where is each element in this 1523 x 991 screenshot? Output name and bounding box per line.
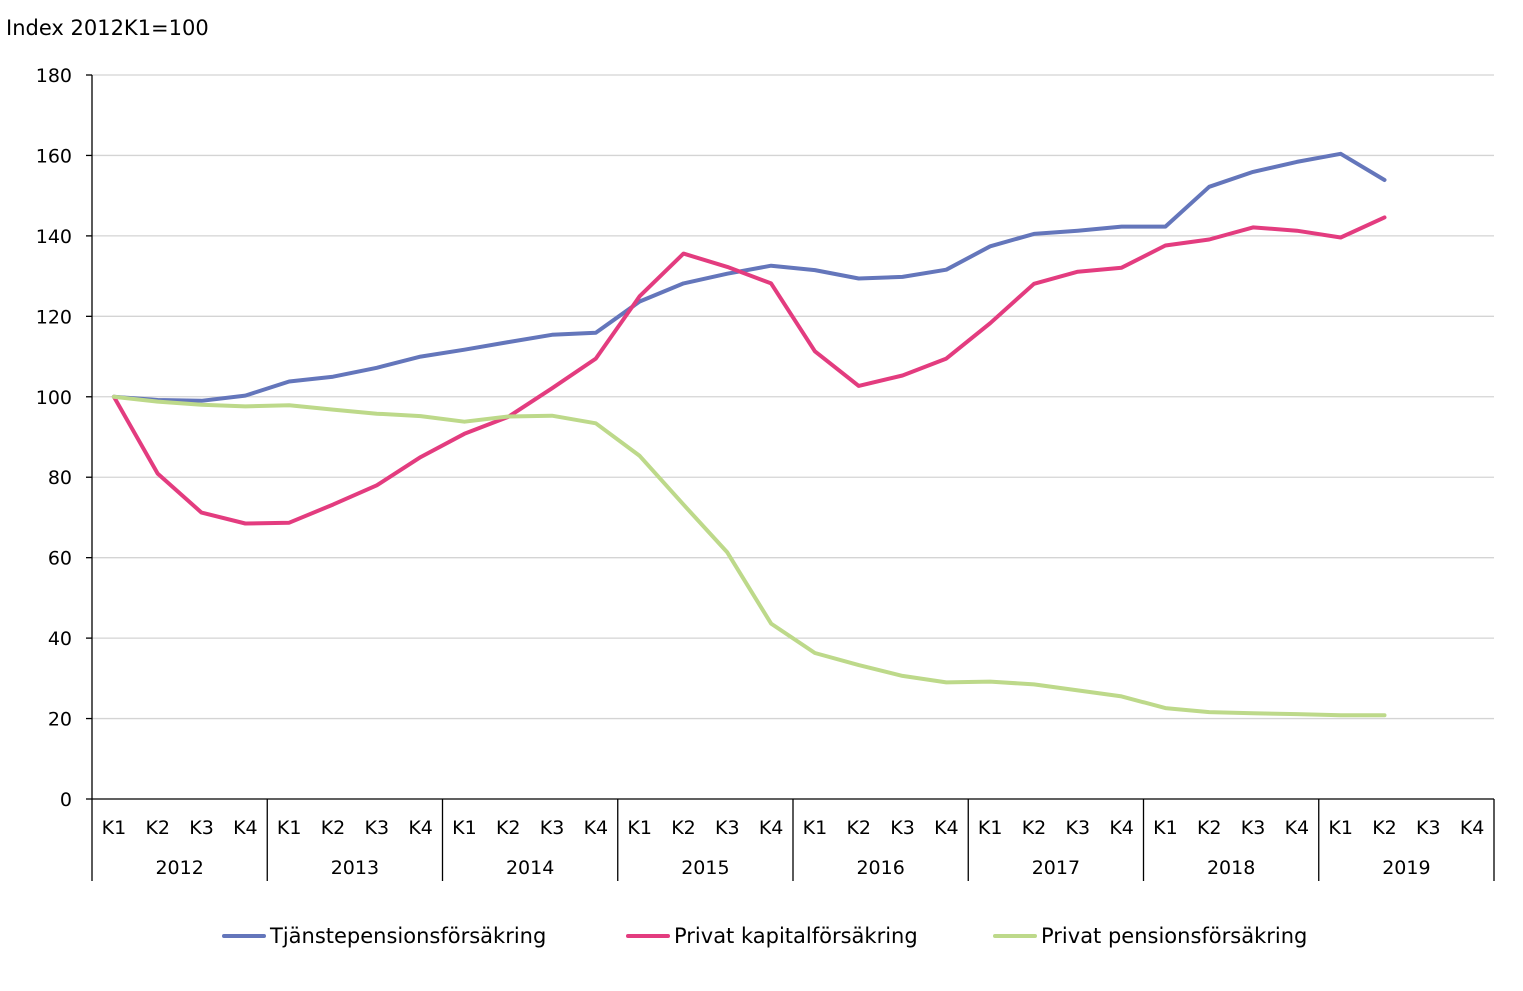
series-line	[111, 215, 1387, 526]
x-tick-label: K1	[978, 817, 1003, 839]
x-tick-label: K2	[1372, 817, 1397, 839]
legend-label: Tjänstepensionsförsäkring	[270, 924, 547, 948]
x-year-label: 2014	[506, 857, 554, 879]
legend-label: Privat pensionsförsäkring	[1041, 924, 1308, 948]
x-tick-label: K2	[1022, 817, 1047, 839]
x-tick-label: K1	[803, 817, 828, 839]
y-axis-ticks: 0 20 40 60 80 100 120 140 160 180	[36, 65, 93, 811]
x-tick-label: K1	[627, 817, 652, 839]
x-tick-label: K1	[102, 817, 127, 839]
legend: Tjänstepensionsförsäkring Privat kapital…	[0, 924, 1523, 958]
x-tick-label: K4	[408, 817, 433, 839]
x-tick-label: K4	[759, 817, 784, 839]
y-tick-label: 80	[48, 467, 72, 489]
y-tick-label: 140	[36, 226, 72, 248]
y-tick-label: 100	[36, 387, 72, 409]
x-year-label: 2016	[856, 857, 904, 879]
x-tick-label: K1	[1153, 817, 1178, 839]
x-tick-label: K3	[1066, 817, 1091, 839]
legend-item-tjanstepension: Tjänstepensionsförsäkring	[222, 924, 546, 948]
y-tick-label: 0	[60, 789, 72, 811]
x-tick-label: K2	[1197, 817, 1222, 839]
x-tick-label: K2	[496, 817, 521, 839]
x-tick-label: K4	[1285, 817, 1310, 839]
x-tick-label: K3	[890, 817, 915, 839]
legend-swatch	[993, 934, 1037, 938]
x-tick-label: K4	[934, 817, 959, 839]
x-year-label: 2018	[1207, 857, 1255, 879]
x-tick-label: K3	[365, 817, 390, 839]
x-tick-label: K3	[540, 817, 565, 839]
x-tick-label: K3	[715, 817, 740, 839]
x-tick-label: K2	[321, 817, 346, 839]
x-year-label: 2015	[681, 857, 729, 879]
x-year-label: 2012	[155, 857, 203, 879]
series-line	[111, 394, 1387, 718]
y-tick-label: 40	[48, 628, 72, 650]
legend-label: Privat kapitalförsäkring	[674, 924, 918, 948]
series-lines	[111, 151, 1387, 718]
y-tick-label: 20	[48, 709, 72, 731]
y-tick-label: 180	[36, 65, 72, 87]
x-tick-label: K4	[1460, 817, 1485, 839]
x-tick-label: K3	[1241, 817, 1266, 839]
y-tick-label: 120	[36, 306, 72, 328]
legend-swatch	[626, 934, 670, 938]
x-year-label: 2013	[331, 857, 379, 879]
x-tick-label: K1	[452, 817, 477, 839]
x-tick-label: K2	[846, 817, 871, 839]
x-axis: K1 K2 K3 K4 2012 K1 K2 K3 K4 2013 K1 K2 K3 K4 2014 K1 K2…	[91, 798, 1495, 881]
grid-lines	[92, 74, 1494, 720]
legend-item-privat-pension: Privat pensionsförsäkring	[993, 924, 1307, 948]
x-tick-label: K4	[1109, 817, 1134, 839]
x-tick-label: K2	[671, 817, 696, 839]
x-tick-label: K1	[1328, 817, 1353, 839]
x-tick-label: K2	[145, 817, 170, 839]
y-tick-label: 160	[36, 145, 72, 167]
x-tick-label: K3	[189, 817, 214, 839]
x-year-label: 2017	[1032, 857, 1080, 879]
x-tick-label: K4	[584, 817, 609, 839]
y-tick-label: 60	[48, 548, 72, 570]
legend-item-privat-kapital: Privat kapitalförsäkring	[626, 924, 918, 948]
x-year-label: 2019	[1382, 857, 1430, 879]
y-axis-label: Index 2012K1=100	[6, 16, 209, 40]
x-tick-label: K3	[1416, 817, 1441, 839]
series-line	[111, 151, 1387, 403]
legend-swatch	[222, 934, 266, 938]
x-tick-label: K4	[233, 817, 258, 839]
x-tick-label: K1	[277, 817, 302, 839]
